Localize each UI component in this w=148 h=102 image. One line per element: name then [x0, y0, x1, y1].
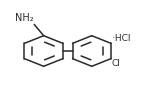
Text: NH₂: NH₂	[15, 13, 33, 23]
Text: Cl: Cl	[112, 59, 121, 68]
Text: ·HCl: ·HCl	[112, 34, 130, 43]
